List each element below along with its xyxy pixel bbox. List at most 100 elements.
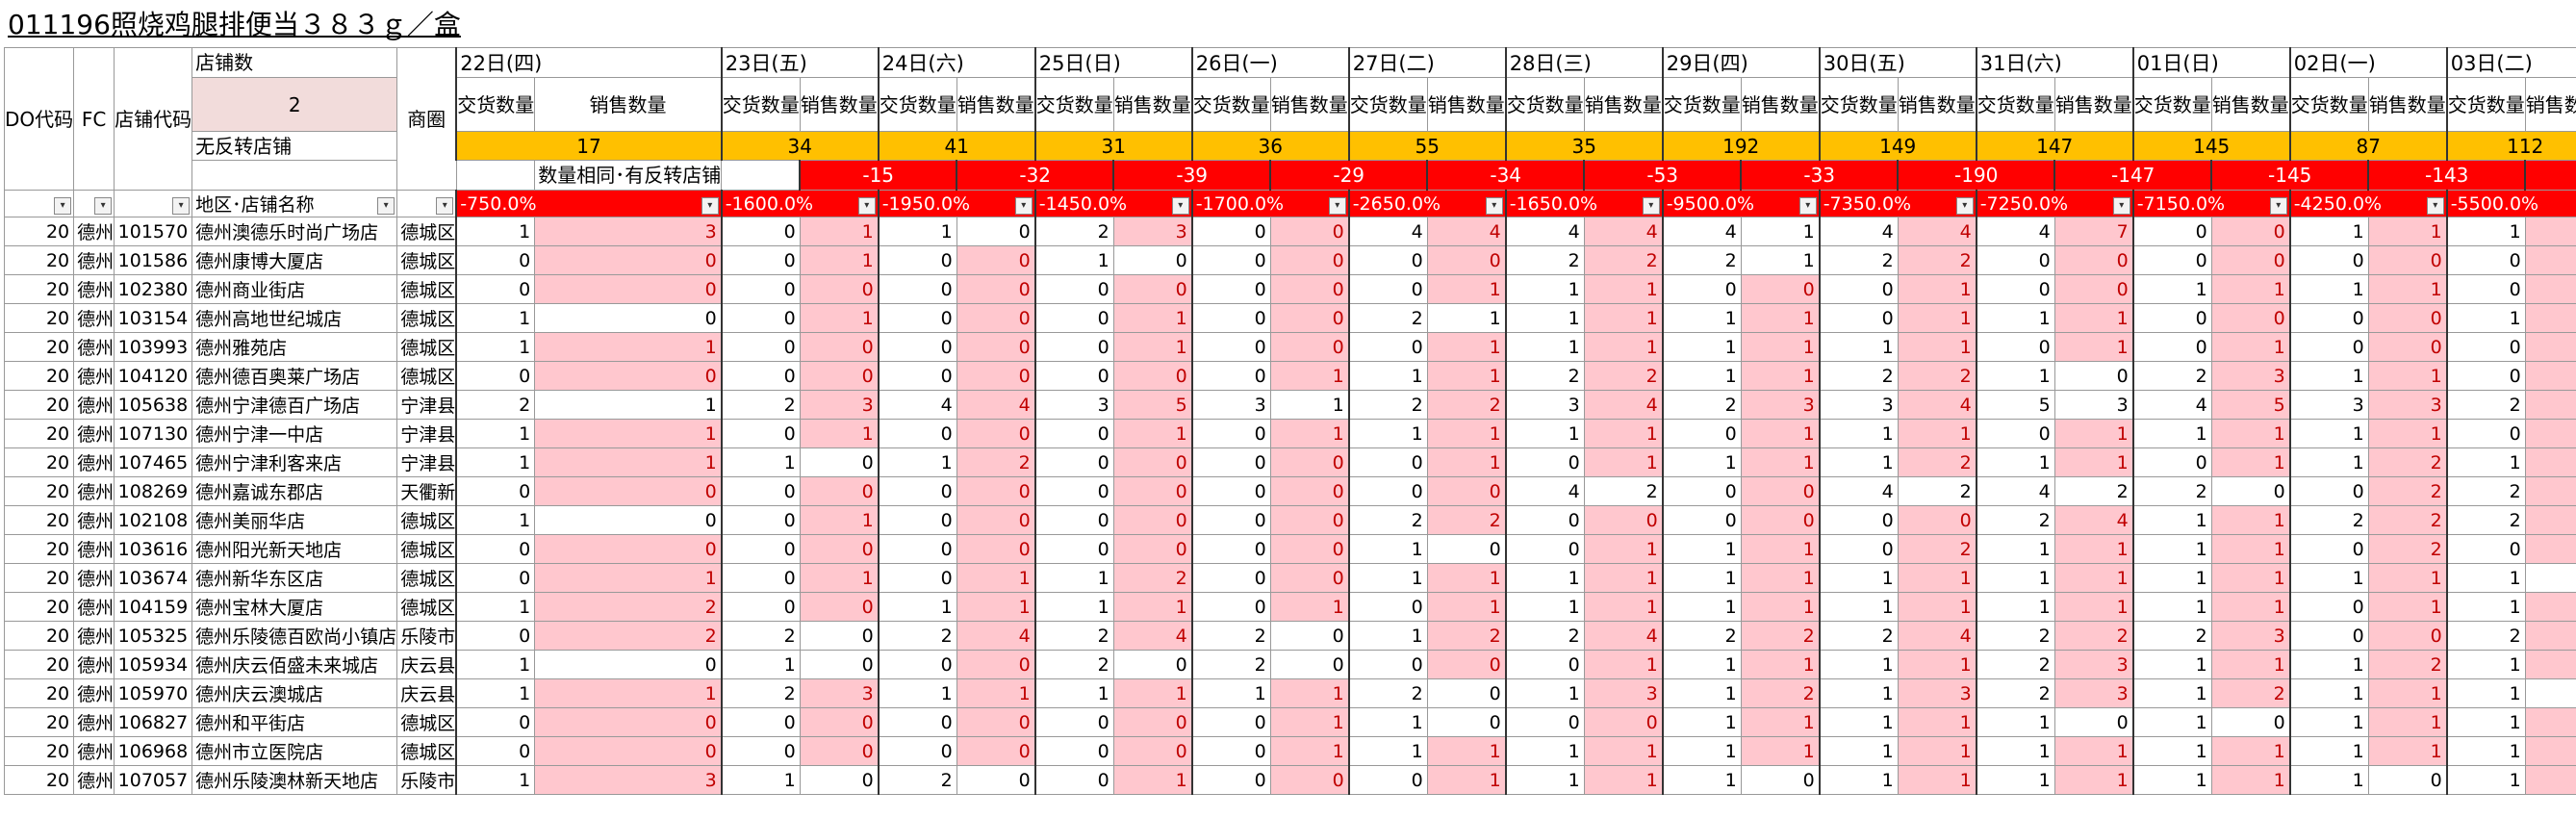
filter-region-store[interactable]: 地区･店铺名称 ▾ <box>191 190 398 217</box>
table-row[interactable]: 20 德州 101586 德州康博大厦店 德城区 0 0 0 1 0 0 1 0 0 0 0 0 2 2 2 1 2 2 0 0… <box>3 245 2576 275</box>
day-header[interactable]: 23日(五) <box>720 47 880 78</box>
table-row[interactable]: 20 德州 101570 德州澳德乐时尚广场店 德城区 1 3 0 1 1 0 2 3 0 0 4 4 4 4 4 1 4… <box>3 217 2576 246</box>
table-row[interactable]: 20 德州 102108 德州美丽华店 德城区 1 0 0 1 0 0 0 0 0 0 2 2 0 0 0 0 0 0 2 4 1… <box>3 505 2576 535</box>
filter-dropdown-icon[interactable]: ▾ <box>54 197 72 215</box>
sales-cell: 3 <box>2210 621 2291 651</box>
sales-cell: 0 <box>1269 621 1350 651</box>
sales-cell: 0 <box>534 707 723 737</box>
deliver-cell: 0 <box>455 361 536 391</box>
filter-dropdown-icon[interactable]: ▾ <box>1798 197 1817 215</box>
table-row[interactable]: 20 德州 103616 德州阳光新天地店 德城区 0 0 0 0 0 0 0 0 0 0 1 0 0 1 1 1 0 2 1… <box>3 534 2576 564</box>
deliver-cell: 1 <box>1661 592 1742 622</box>
filter-dropdown-icon[interactable]: ▾ <box>701 197 719 215</box>
table-row[interactable]: 20 德州 105638 德州宁津德百广场店 宁津县 2 1 2 3 4 4 3 5 3 1 2 2 3 4 2 3 3 4… <box>3 390 2576 420</box>
filter-code[interactable]: ▾ <box>114 190 193 217</box>
day-header[interactable]: 25日(日) <box>1033 47 1193 78</box>
sales-cell: 0 <box>799 332 880 362</box>
table-row[interactable]: 20 德州 102380 德州商业街店 德城区 0 0 0 0 0 0 0 0 0 0 0 1 1 1 0 0 0 1 0 0 1… <box>3 274 2576 304</box>
filter-do[interactable]: ▾ <box>3 190 75 217</box>
filter-day-value[interactable]: -9500.0% ▾ <box>1661 190 1821 217</box>
filter-dropdown-icon[interactable]: ▾ <box>172 197 191 215</box>
sales-cell: 2 <box>2367 447 2448 477</box>
day-header[interactable]: 28日(三) <box>1504 47 1664 78</box>
sales-cell: 0 <box>1269 332 1350 362</box>
table-row[interactable]: 20 德州 105325 德州乐陵德百欧尚小镇店 乐陵市 0 2 2 0 2 4 2 4 2 0 1 2 2 4 2 2… <box>3 621 2576 651</box>
filter-day-value[interactable]: -1650.0% ▾ <box>1504 190 1664 217</box>
table-row[interactable]: 20 德州 105934 德州庆云佰盛未来城店 庆云县 1 0 1 0 0 0 2 0 2 0 0 0 0 1 1 1 1… <box>3 650 2576 679</box>
table-row[interactable]: 20 德州 104120 德州德百奥莱广场店 德城区 0 0 0 0 0 0 0 0 0 1 1 1 2 2 1 1 2 2… <box>3 361 2576 391</box>
store-name-cell: 德州高地世纪城店 <box>191 303 398 333</box>
day-header[interactable]: 03日(二) <box>2445 47 2576 78</box>
deliver-cell: 2 <box>2445 621 2526 651</box>
filter-dropdown-icon[interactable]: ▾ <box>1171 197 1189 215</box>
table-row[interactable]: 20 德州 107465 德州宁津利客来店 宁津县 1 1 1 0 1 2 0 0 0 0 0 1 0 1 1 1 1 2 1… <box>3 447 2576 477</box>
header-store-count: 店铺数 <box>191 47 398 78</box>
filter-dropdown-icon[interactable]: ▾ <box>2269 197 2287 215</box>
sales-cell: 2 <box>1740 678 1821 708</box>
filter-day-value[interactable]: -1600.0% ▾ <box>720 190 880 217</box>
day-header[interactable]: 29日(四) <box>1661 47 1821 78</box>
same-reverse-label: 数量相同･有反转店铺 <box>534 160 723 191</box>
table-row[interactable]: 20 德州 104159 德州宝林大厦店 德城区 1 2 0 0 1 1 1 1 0 1 0 1 1 1 1 1 1 1 1 1… <box>3 592 2576 622</box>
table-row[interactable]: 20 德州 105970 德州庆云澳城店 庆云县 1 1 2 3 1 1 1 1 1 1 2 0 1 3 1 2 1 3 2 3… <box>3 678 2576 708</box>
spreadsheet-grid[interactable]: DO代码 FC 店铺代码 店铺数 商圈 22日(四) 23日(五) 24日(六) 25日(日) 2… <box>3 47 2576 795</box>
filter-day-value[interactable]: -7350.0% ▾ <box>1818 190 1977 217</box>
sales-cell: 5 <box>2210 390 2291 420</box>
table-row[interactable]: 20 德州 103674 德州新华东区店 德城区 0 1 0 1 0 1 1 2 0 0 1 1 1 1 1 1 1 1 1 1… <box>3 563 2576 593</box>
deliver-cell: 0 <box>1661 476 1742 506</box>
filter-day-value[interactable]: -750.0% ▾ <box>455 190 723 217</box>
table-row[interactable]: 20 德州 107130 德州宁津一中店 宁津县 1 1 0 1 0 0 0 1 0 1 1 1 1 1 0 1 1 1 0 1… <box>3 419 2576 448</box>
filter-dropdown-icon[interactable]: ▾ <box>1014 197 1033 215</box>
sales-cell: 1 <box>2210 505 2291 535</box>
deliver-cell: 1 <box>1661 678 1742 708</box>
table-row[interactable]: 20 德州 103993 德州雅苑店 德城区 1 1 0 0 0 0 0 1 0 0 0 1 1 1 1 1 1 1 0 1 0 1… <box>3 332 2576 362</box>
day-header[interactable]: 30日(五) <box>1818 47 1977 78</box>
day-header[interactable]: 01日(日) <box>2131 47 2291 78</box>
filter-dropdown-icon[interactable]: ▾ <box>1955 197 1974 215</box>
filter-day-value[interactable]: -1450.0% ▾ <box>1033 190 1193 217</box>
filter-dropdown-icon[interactable]: ▾ <box>94 197 113 215</box>
deliver-cell: 0 <box>877 736 957 766</box>
filter-dropdown-icon[interactable]: ▾ <box>1328 197 1346 215</box>
filter-day-value[interactable]: -4250.0% ▾ <box>2288 190 2448 217</box>
table-row[interactable]: 20 德州 107057 德州乐陵澳林新天地店 乐陵市 1 3 1 0 2 0 0 1 0 0 0 1 1 1 1 0 1… <box>3 765 2576 795</box>
sales-cell: 1 <box>1426 361 1507 391</box>
filter-day-value[interactable]: -7250.0% ▾ <box>1975 190 2134 217</box>
fc-cell: 德州 <box>73 650 115 679</box>
filter-dropdown-icon[interactable]: ▾ <box>377 197 395 215</box>
filter-day-value[interactable]: -1700.0% ▾ <box>1190 190 1350 217</box>
table-row[interactable]: 20 德州 103154 德州高地世纪城店 德城区 1 0 0 1 0 0 0 1 0 0 2 1 1 1 1 1 0 1 1… <box>3 303 2576 333</box>
filter-dropdown-icon[interactable]: ▾ <box>1485 197 1503 215</box>
sales-cell: 2 <box>1426 621 1507 651</box>
filter-dropdown-icon[interactable]: ▾ <box>1642 197 1660 215</box>
day-header[interactable]: 22日(四) <box>455 47 723 78</box>
day-header[interactable]: 31日(六) <box>1975 47 2134 78</box>
filter-day-value[interactable]: -7150.0% ▾ <box>2131 190 2291 217</box>
sales-cell: 4 <box>1112 621 1193 651</box>
filter-dropdown-icon[interactable]: ▾ <box>857 197 876 215</box>
day-header[interactable]: 26日(一) <box>1190 47 1350 78</box>
filter-dropdown-icon[interactable]: ▾ <box>2426 197 2444 215</box>
day-header[interactable]: 27日(二) <box>1347 47 1507 78</box>
do-code-cell: 20 <box>3 765 75 795</box>
deliver-cell: 1 <box>1661 361 1742 391</box>
filter-dropdown-icon[interactable]: ▾ <box>2112 197 2130 215</box>
filter-dropdown-icon[interactable]: ▾ <box>436 197 454 215</box>
sales-cell: 0 <box>1583 505 1664 535</box>
sales-cell: 3 <box>2053 390 2134 420</box>
sales-cell: 1 <box>1426 736 1507 766</box>
do-code-cell: 20 <box>3 217 75 246</box>
filter-day-value[interactable]: -5500.0%▾ <box>2445 190 2576 217</box>
filter-day-value[interactable]: -1950.0% ▾ <box>877 190 1036 217</box>
table-row[interactable]: 20 德州 106827 德州和平街店 德城区 0 0 0 0 0 0 0 0 0 1 1 0 0 0 1 1 1 1 1 0 1… <box>3 707 2576 737</box>
do-code-cell: 20 <box>3 592 75 622</box>
filter-day-value[interactable]: -2650.0% ▾ <box>1347 190 1507 217</box>
day-header[interactable]: 02日(一) <box>2288 47 2448 78</box>
day-header[interactable]: 24日(六) <box>877 47 1036 78</box>
filter-area[interactable]: ▾ <box>396 190 457 217</box>
filter-fc[interactable]: ▾ <box>73 190 115 217</box>
table-row[interactable]: 20 德州 108269 德州嘉诚东郡店 天衢新 0 0 0 0 0 0 0 0 0 0 0 0 4 2 0 0 4 2 4 2… <box>3 476 2576 506</box>
table-row[interactable]: 20 德州 106968 德州市立医院店 德城区 0 0 0 0 0 0 0 0 0 1 1 1 1 1 1 1 1 1 1 1… <box>3 736 2576 766</box>
sales-cell: 0 <box>956 505 1036 535</box>
deliver-cell: 0 <box>1504 534 1585 564</box>
